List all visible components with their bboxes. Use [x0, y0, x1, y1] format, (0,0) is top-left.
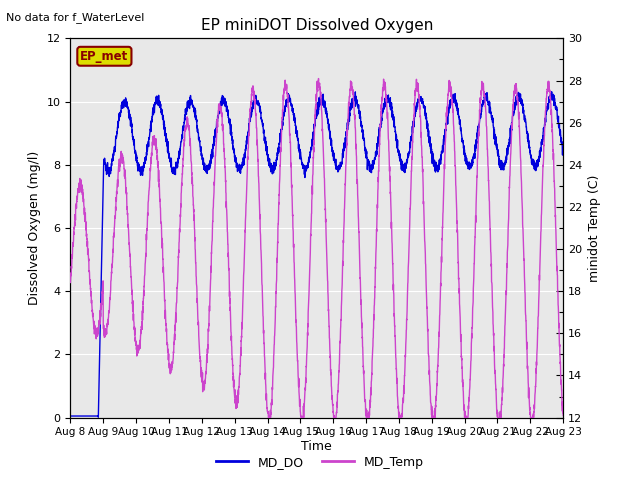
Y-axis label: Dissolved Oxygen (mg/l): Dissolved Oxygen (mg/l) [28, 151, 41, 305]
Title: EP miniDOT Dissolved Oxygen: EP miniDOT Dissolved Oxygen [200, 18, 433, 33]
Legend: MD_DO, MD_Temp: MD_DO, MD_Temp [211, 451, 429, 474]
Y-axis label: minidot Temp (C): minidot Temp (C) [588, 174, 601, 282]
Text: No data for f_WaterLevel: No data for f_WaterLevel [6, 12, 145, 23]
X-axis label: Time: Time [301, 440, 332, 453]
Text: EP_met: EP_met [80, 50, 129, 63]
